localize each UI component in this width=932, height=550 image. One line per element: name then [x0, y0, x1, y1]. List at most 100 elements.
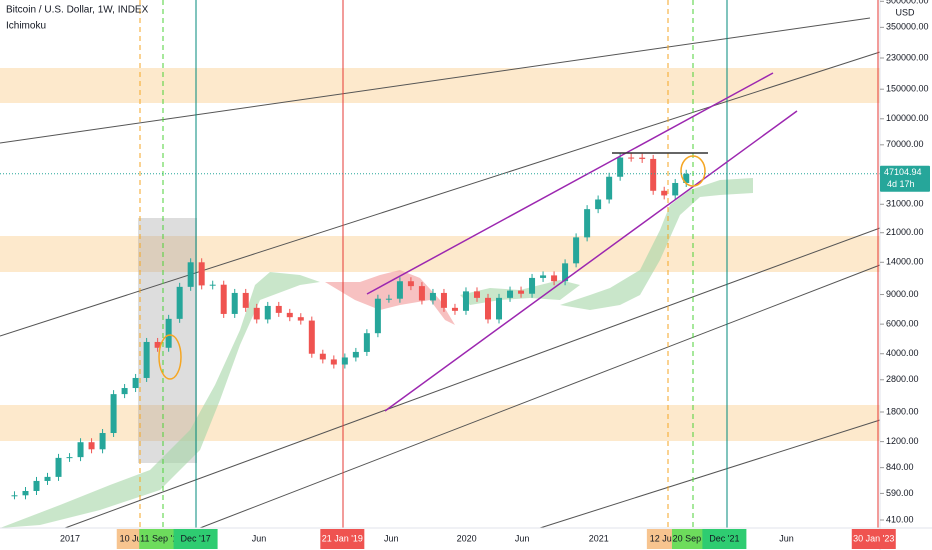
candle	[462, 291, 469, 311]
candle	[374, 298, 381, 334]
candle	[99, 433, 106, 450]
wedge-line	[366, 72, 774, 295]
candle	[242, 292, 249, 308]
candle	[132, 377, 139, 389]
time-label: Jun	[779, 533, 794, 543]
vertical-lines	[139, 0, 879, 528]
axes: 500000.00 350000.00 230000.00 150000.00 1000…	[60, 0, 930, 549]
channel-line	[0, 17, 871, 144]
date-marker-bg	[139, 529, 184, 549]
date-marker: 20 Sep '21	[673, 533, 716, 543]
price-tick-label: 100000.00	[886, 113, 929, 123]
date-marker: 21 Jan '19	[322, 533, 363, 543]
price-tick-label: 1800.00	[886, 406, 919, 416]
candle	[330, 359, 337, 365]
price-tick-label: 590.00	[886, 488, 914, 498]
candle	[407, 281, 414, 287]
price-tick-label: 1200.00	[886, 436, 919, 446]
time-label: Jun	[384, 533, 399, 543]
candles	[11, 153, 690, 500]
candle	[683, 173, 690, 183]
candle	[672, 182, 679, 196]
price-tick-label: 350000.00	[886, 22, 929, 32]
candle	[66, 457, 73, 459]
cloud-red	[325, 270, 455, 325]
candle	[308, 320, 315, 354]
candle	[485, 297, 492, 320]
candle	[473, 291, 480, 298]
price-tick-label: 9000.00	[886, 289, 919, 299]
candle	[606, 176, 613, 200]
candle	[518, 290, 525, 294]
date-marker: 11 Sep '17	[140, 533, 182, 543]
candle	[429, 292, 436, 301]
circle-note	[158, 334, 182, 380]
candle	[529, 277, 536, 294]
candle	[121, 388, 128, 395]
candle	[286, 312, 293, 318]
candle	[187, 262, 194, 287]
candle	[143, 341, 150, 378]
last-price-box	[880, 165, 930, 192]
candle	[253, 307, 260, 320]
price-tick-label: 410.00	[886, 514, 914, 524]
time-label: 2021	[589, 533, 609, 543]
candle	[88, 442, 95, 450]
date-marker: Dec '17	[180, 533, 210, 543]
price-tick-label: 2800.00	[886, 374, 919, 384]
last-price: 47104.94	[884, 167, 922, 177]
candle	[176, 286, 183, 319]
candle	[319, 353, 326, 360]
candle	[595, 199, 602, 210]
channel-line	[539, 419, 881, 529]
candle	[639, 157, 646, 159]
wedge-line	[384, 110, 798, 412]
circle-note	[680, 155, 706, 187]
date-marker: 30 Jan '23	[853, 533, 894, 543]
candle	[297, 317, 304, 321]
price-tick-label: 840.00	[886, 462, 914, 472]
candle	[110, 394, 117, 434]
time-label: Jun	[252, 533, 267, 543]
date-marker-bg	[702, 529, 747, 549]
countdown: 4d 17h	[887, 179, 915, 189]
candle	[617, 157, 624, 177]
candle	[11, 495, 18, 497]
candle	[562, 263, 569, 282]
candle	[275, 305, 282, 313]
candle	[264, 305, 271, 320]
candle	[231, 292, 238, 314]
candle	[507, 290, 514, 298]
candle	[209, 284, 216, 286]
candle	[396, 281, 403, 299]
price-tick-label: 6000.00	[886, 319, 919, 329]
candle	[540, 275, 547, 278]
candle	[661, 190, 668, 196]
candle	[650, 158, 657, 191]
drawings	[158, 72, 798, 412]
candle	[363, 333, 370, 352]
candle	[165, 318, 172, 348]
price-tick-label: 150000.00	[886, 84, 929, 94]
cloud-green	[560, 178, 753, 310]
candle	[22, 490, 29, 496]
price-axis	[880, 0, 932, 550]
date-marker: Dec '21	[709, 533, 739, 543]
candle	[418, 286, 425, 301]
indicator-name: Ichimoku	[6, 21, 46, 32]
candle	[341, 357, 348, 365]
candle	[154, 341, 161, 348]
candle	[573, 237, 580, 264]
channel-line	[199, 264, 881, 529]
date-marker-bg	[851, 529, 896, 549]
date-marker: 12 Jul '21	[650, 533, 688, 543]
candle	[33, 480, 40, 491]
time-label: 2020	[457, 533, 477, 543]
price-tick-label: 70000.00	[886, 139, 924, 149]
candle	[451, 307, 458, 311]
price-tick-label: 230000.00	[886, 52, 929, 62]
header-title: Bitcoin / U.S. Dollar, 1W, INDEX	[6, 5, 149, 16]
candle	[55, 457, 62, 477]
candle	[77, 442, 84, 458]
channel-line	[0, 51, 881, 337]
